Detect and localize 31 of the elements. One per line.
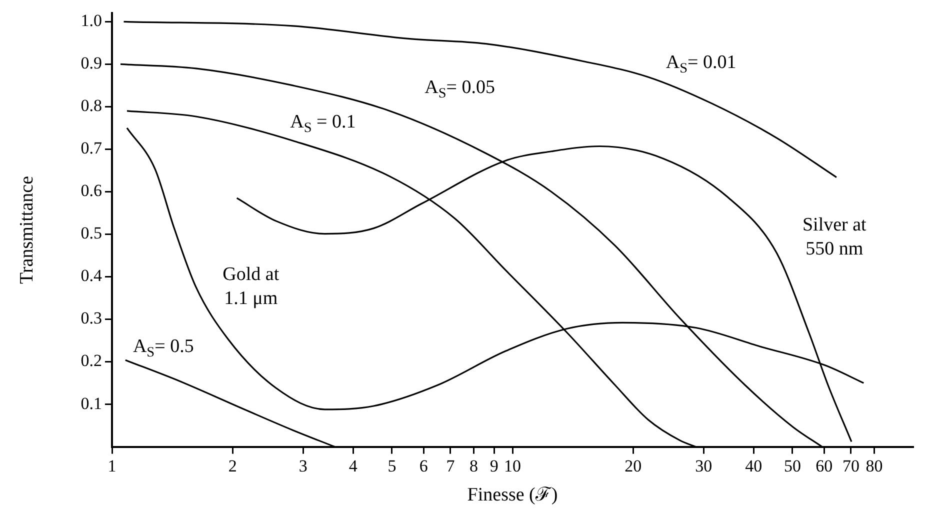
x-tick-label: 3 (298, 456, 308, 476)
x-tick-label: 7 (446, 456, 456, 476)
x-tick-label: 10 (504, 456, 521, 476)
x-tick-label: 4 (348, 456, 358, 476)
x-tick-label: 50 (784, 456, 801, 476)
x-axis-title: Finesse (ℱ) (467, 484, 558, 506)
x-tick-label: 1 (108, 456, 116, 476)
x-tick-label: 8 (469, 456, 478, 476)
y-tick-label: 0.1 (80, 394, 102, 413)
y-tick-label: 0.4 (80, 266, 102, 286)
y-axis-title: Transmittance (16, 176, 38, 284)
x-tick-label: 70 (842, 456, 860, 476)
y-tick-label: 0.7 (80, 138, 102, 158)
y-tick-label: 0.6 (80, 181, 102, 200)
y-tick-label: 0.8 (80, 96, 102, 116)
y-tick-label: 0.3 (80, 308, 102, 328)
x-tick-label: 80 (866, 456, 883, 476)
x-tick-label: 6 (419, 456, 428, 476)
x-tick-label: 40 (745, 456, 762, 476)
x-tick-label: 9 (490, 456, 498, 476)
x-tick-label: 5 (388, 456, 396, 476)
x-tick-label: 2 (228, 456, 237, 476)
x-tick-label: 30 (695, 456, 712, 476)
series-label: Silver at 550 nm (802, 214, 868, 260)
y-tick-label: 0.9 (80, 54, 102, 73)
series-label: Gold at 1.1 μm (222, 264, 280, 309)
y-tick-label: 0.2 (80, 351, 102, 370)
x-tick-label: 60 (816, 456, 833, 476)
y-tick-label: 0.5 (80, 224, 102, 243)
x-tick-label: 20 (624, 456, 642, 476)
y-tick-label: 1.0 (80, 11, 102, 30)
